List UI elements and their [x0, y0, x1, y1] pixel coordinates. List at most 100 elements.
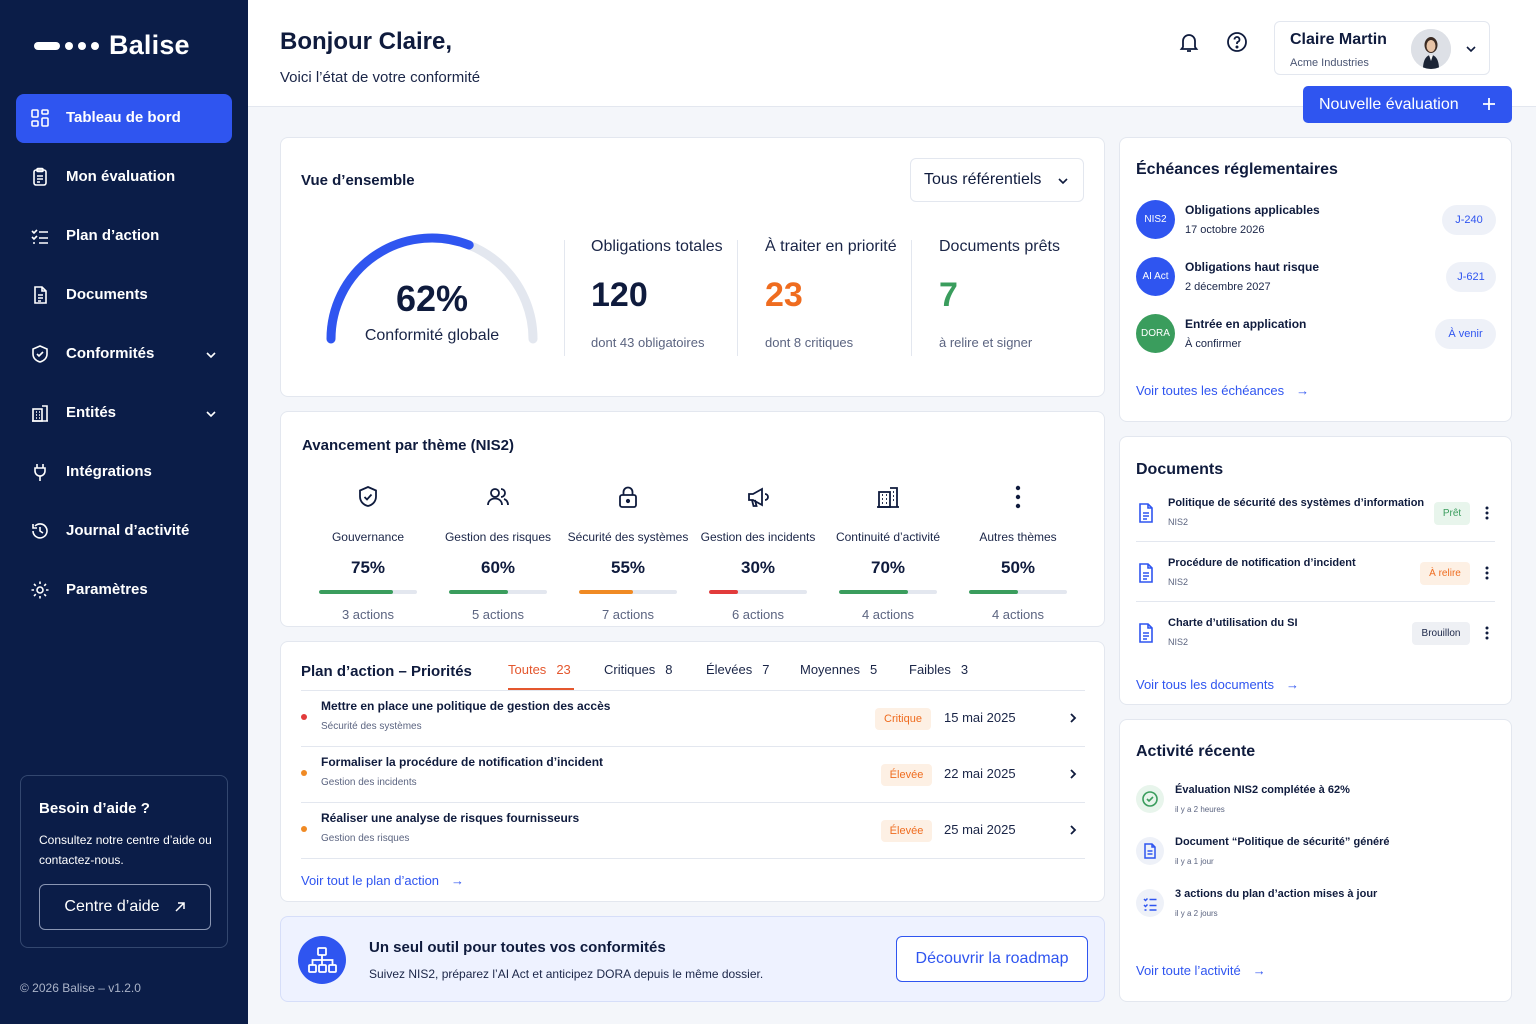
megaphone-icon: [748, 487, 769, 507]
tab-faibles[interactable]: Faibles 3: [909, 662, 968, 677]
roadmap-button[interactable]: Découvrir la roadmap: [896, 936, 1088, 982]
stat-label: Documents prêts: [939, 238, 1060, 255]
chevron-right-icon[interactable]: [1067, 768, 1079, 780]
user-menu[interactable]: Claire Martin Acme Industries: [1274, 21, 1490, 75]
priority-dot: [301, 770, 307, 776]
view-deadlines-link[interactable]: Voir toutes les échéances →: [1136, 383, 1309, 398]
theme-name: Continuité d’activité: [835, 530, 941, 544]
document-icon: [1139, 503, 1153, 523]
priority-dot: [301, 826, 307, 832]
more-vertical-icon[interactable]: [1482, 505, 1492, 521]
tab-elevees[interactable]: Élevées 7: [706, 662, 769, 677]
stat-total-obligations: Obligations totales 120 dont 43 obligato…: [591, 238, 723, 358]
arrow-right-icon: →: [1286, 677, 1300, 692]
tab-label: Toutes: [508, 662, 547, 677]
sidebar-item-label: Plan d’action: [66, 227, 160, 244]
stat-label: À traiter en priorité: [765, 238, 897, 255]
sidebar-item-tableau-de-bord[interactable]: Tableau de bord: [16, 94, 232, 143]
chevron-right-icon[interactable]: [1067, 712, 1079, 724]
sidebar-item-integrations[interactable]: Intégrations: [16, 448, 232, 497]
compliance-gauge: [326, 233, 538, 344]
document-framework: NIS2: [1168, 637, 1189, 647]
themes-title: Avancement par thème (NIS2): [302, 437, 515, 454]
tab-count: 23: [556, 662, 571, 677]
theme-name: Gestion des risques: [444, 530, 552, 544]
sidebar-item-label: Paramètres: [66, 581, 148, 598]
table-row[interactable]: Formaliser la procédure de notification …: [301, 747, 1085, 803]
gauge-value: 62%: [395, 278, 469, 319]
chevron-down-icon[interactable]: [204, 348, 218, 362]
theme-securite-systemes[interactable]: Sécurité des systèmes 55% 7 actions: [563, 484, 693, 622]
priority-badge: Élevée: [881, 820, 932, 842]
theme-progress-fill: [579, 590, 633, 594]
theme-actions: 4 actions: [991, 607, 1045, 622]
sidebar-item-entites[interactable]: Entités: [16, 389, 232, 438]
list-item[interactable]: Politique de sécurité des systèmes d’inf…: [1136, 488, 1496, 548]
bell-icon[interactable]: [1177, 30, 1201, 54]
sidebar-item-conformites[interactable]: Conformités: [16, 330, 232, 379]
table-row[interactable]: Réaliser une analyse de risques fourniss…: [301, 803, 1085, 859]
action-date: 22 mai 2025: [944, 766, 1016, 781]
tab-divider: [301, 690, 1085, 691]
theme-progress-fill: [319, 590, 393, 594]
theme-autres[interactable]: Autres thèmes 50% 4 actions: [953, 484, 1083, 622]
plug-icon: [34, 464, 46, 481]
view-action-plan-link[interactable]: Voir tout le plan d’action →: [301, 873, 464, 888]
sidebar-item-documents[interactable]: Documents: [16, 271, 232, 320]
tab-moyennes[interactable]: Moyennes 5: [800, 662, 877, 677]
list-item[interactable]: Charte d’utilisation du SI NIS2 Brouillo…: [1136, 608, 1496, 668]
view-documents-link[interactable]: Voir tous les documents →: [1136, 677, 1299, 692]
user-name: Claire Martin: [1290, 31, 1387, 48]
tab-critiques[interactable]: Critiques 8: [604, 662, 673, 677]
sidebar-item-mon-evaluation[interactable]: Mon évaluation: [16, 153, 232, 202]
arrow-right-icon: →: [451, 873, 465, 888]
theme-percent: 75%: [350, 558, 386, 577]
status-badge: Brouillon: [1412, 622, 1470, 645]
document-name: Politique de sécurité des systèmes d’inf…: [1168, 497, 1425, 509]
theme-progress-track: [839, 590, 937, 594]
avatar: [1411, 29, 1451, 69]
sidebar-item-journal-activite[interactable]: Journal d’activité: [16, 507, 232, 556]
tab-label: Critiques: [604, 662, 656, 677]
action-title: Formaliser la procédure de notification …: [321, 755, 604, 769]
framework-select[interactable]: Tous référentiels: [910, 158, 1084, 202]
countdown-pill: J-621: [1446, 262, 1496, 292]
gear-icon: [31, 581, 49, 599]
table-row[interactable]: Mettre en place une politique de gestion…: [301, 691, 1085, 747]
more-vertical-icon[interactable]: [1482, 565, 1492, 581]
help-box: Besoin d’aide ? Consultez notre centre d…: [20, 775, 228, 948]
chevron-down-icon[interactable]: [204, 407, 218, 421]
themes-card: Avancement par thème (NIS2) Gouvernance …: [280, 411, 1105, 627]
sidebar-item-label: Tableau de bord: [66, 109, 181, 126]
deadlines-title: Échéances réglementaires: [1136, 161, 1338, 178]
theme-gestion-incidents[interactable]: Gestion des incidents 30% 6 actions: [693, 484, 823, 622]
sidebar-item-plan-action[interactable]: Plan d’action: [16, 212, 232, 261]
new-evaluation-label: Nouvelle évaluation: [1319, 95, 1459, 113]
status-badge: À relire: [1420, 562, 1470, 585]
list-item[interactable]: Procédure de notification d’incident NIS…: [1136, 548, 1496, 608]
history-icon: [32, 523, 48, 539]
action-theme: Gestion des risques: [321, 833, 410, 844]
sidebar-item-parametres[interactable]: Paramètres: [16, 566, 232, 615]
tab-active-indicator: [508, 688, 574, 690]
clipboard-icon: [33, 167, 47, 186]
document-icon: [34, 286, 47, 304]
help-title: Besoin d’aide ?: [39, 800, 150, 817]
documents-card: Documents Politique de sécurité des syst…: [1119, 436, 1512, 705]
tab-toutes[interactable]: Toutes 23: [508, 662, 571, 677]
theme-continuite-activite[interactable]: Continuité d’activité 70% 4 actions: [823, 484, 953, 622]
action-title: Réaliser une analyse de risques fourniss…: [321, 811, 580, 825]
logo[interactable]: Balise: [34, 30, 190, 61]
view-activity-link[interactable]: Voir toute l’activité →: [1136, 963, 1266, 978]
new-evaluation-button[interactable]: Nouvelle évaluation: [1303, 86, 1512, 123]
help-circle-icon[interactable]: [1225, 30, 1249, 54]
building-icon: [877, 487, 899, 508]
theme-gestion-risques[interactable]: Gestion des risques 60% 5 actions: [433, 484, 563, 622]
document-icon: [1139, 623, 1153, 643]
help-center-button[interactable]: Centre d’aide: [39, 884, 211, 930]
theme-gouvernance[interactable]: Gouvernance 75% 3 actions: [303, 484, 433, 622]
action-theme: Gestion des incidents: [321, 777, 417, 788]
more-vertical-icon[interactable]: [1482, 625, 1492, 641]
chevron-right-icon[interactable]: [1067, 824, 1079, 836]
tab-label: Élevées: [706, 662, 753, 677]
